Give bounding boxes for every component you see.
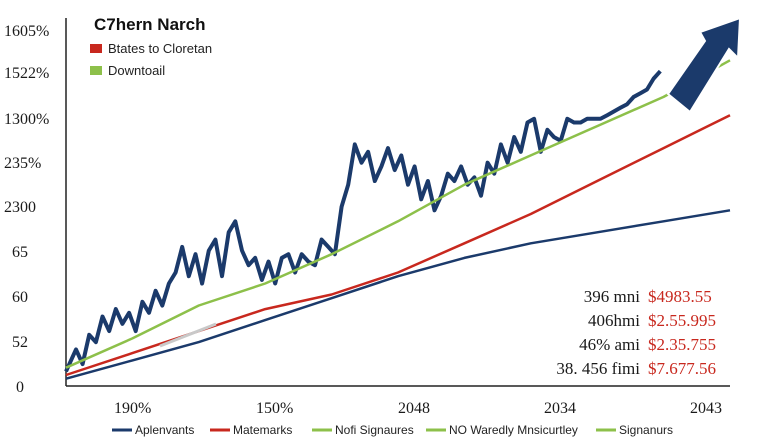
y-tick-label: 65	[12, 244, 28, 261]
legend-bottom-label: Matemarks	[233, 423, 292, 437]
annotation-value: $4983.55	[648, 287, 712, 306]
y-tick-label: 0	[16, 379, 24, 396]
chart-title: C7hern Narch	[94, 15, 205, 34]
y-tick-label: 1522%	[4, 65, 49, 82]
y-tick-label: 52	[12, 334, 28, 351]
y-tick-label: 2300	[4, 199, 36, 216]
legend-top-swatch	[90, 44, 102, 53]
x-tick-label: 2043	[690, 400, 722, 417]
annotation-box	[566, 282, 730, 384]
series-line-aplenvants-volatile	[64, 69, 662, 373]
faint-series-fragment	[159, 322, 217, 348]
legend-bottom-label: NO Waredly Mnsicurtley	[449, 423, 578, 437]
x-tick-labels: 190% 150% 2048 2034 2043	[114, 400, 722, 417]
annotations: 396 mni $4983.55 406hmi $2.55.995 46% am…	[556, 287, 716, 378]
legend-top-swatch	[90, 66, 102, 75]
x-tick-label: 2048	[398, 400, 430, 417]
annotation-value: $7.677.56	[648, 359, 716, 378]
legend-top-label: Btates to Cloretan	[108, 41, 212, 56]
annotation-value: $2.55.995	[648, 311, 716, 330]
legend-bottom-label: Signanurs	[619, 423, 673, 437]
y-tick-label: 1300%	[4, 111, 49, 128]
legend-top-label: Downtoail	[108, 63, 165, 78]
x-tick-label: 190%	[114, 400, 151, 417]
trend-arrow-icon	[666, 16, 742, 114]
annotation-value: $2.35.755	[648, 335, 716, 354]
legend-bottom-label: Nofi Signaures	[335, 423, 414, 437]
x-tick-label: 150%	[256, 400, 293, 417]
legend-bottom-label: Aplenvants	[135, 423, 194, 437]
legend-top: Btates to Cloretan Downtoail	[90, 41, 212, 78]
y-tick-labels: 1605% 1522% 1300% 235% 2300 65 60 52 0	[4, 23, 49, 396]
series-line-nofi-signaures	[65, 59, 731, 369]
annotation-label: 406hmi	[588, 311, 640, 330]
y-tick-label: 60	[12, 289, 28, 306]
y-tick-label: 235%	[4, 155, 41, 172]
y-tick-label: 1605%	[4, 23, 49, 40]
annotation-label: 396 mni	[584, 287, 640, 306]
annotation-label: 38. 456 fimi	[556, 359, 640, 378]
x-tick-label: 2034	[544, 400, 576, 417]
annotation-label: 46% ami	[579, 335, 640, 354]
legend-bottom: Aplenvants Matemarks Nofi Signaures NO W…	[112, 423, 673, 437]
series-line-aplenvants-trend	[65, 209, 731, 380]
